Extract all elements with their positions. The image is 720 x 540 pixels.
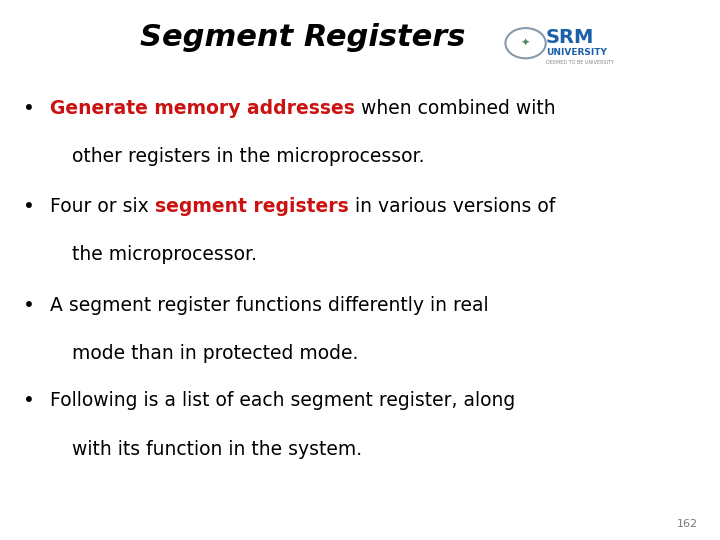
- Text: when combined with: when combined with: [355, 98, 556, 118]
- Text: •: •: [23, 197, 35, 216]
- Text: •: •: [23, 391, 35, 410]
- Text: with its function in the system.: with its function in the system.: [72, 440, 362, 459]
- Text: •: •: [23, 98, 35, 118]
- Text: other registers in the microprocessor.: other registers in the microprocessor.: [72, 147, 425, 166]
- Text: Segment Registers: Segment Registers: [140, 23, 465, 52]
- Text: the microprocessor.: the microprocessor.: [72, 245, 257, 265]
- Text: UNIVERSITY: UNIVERSITY: [546, 49, 607, 57]
- Text: DEEMED TO BE UNIVERSITY: DEEMED TO BE UNIVERSITY: [546, 60, 614, 65]
- Text: 162: 162: [678, 519, 698, 529]
- Text: SRM: SRM: [546, 28, 594, 48]
- Text: Generate memory addresses: Generate memory addresses: [50, 98, 355, 118]
- Text: •: •: [23, 295, 35, 315]
- Text: Four or six: Four or six: [50, 197, 155, 216]
- Text: segment registers: segment registers: [155, 197, 349, 216]
- Text: in various versions of: in various versions of: [349, 197, 555, 216]
- Text: ✦: ✦: [521, 38, 531, 48]
- Text: Following is a list of each segment register, along: Following is a list of each segment regi…: [50, 391, 516, 410]
- Text: mode than in protected mode.: mode than in protected mode.: [72, 344, 359, 363]
- Text: A segment register functions differently in real: A segment register functions differently…: [50, 295, 489, 315]
